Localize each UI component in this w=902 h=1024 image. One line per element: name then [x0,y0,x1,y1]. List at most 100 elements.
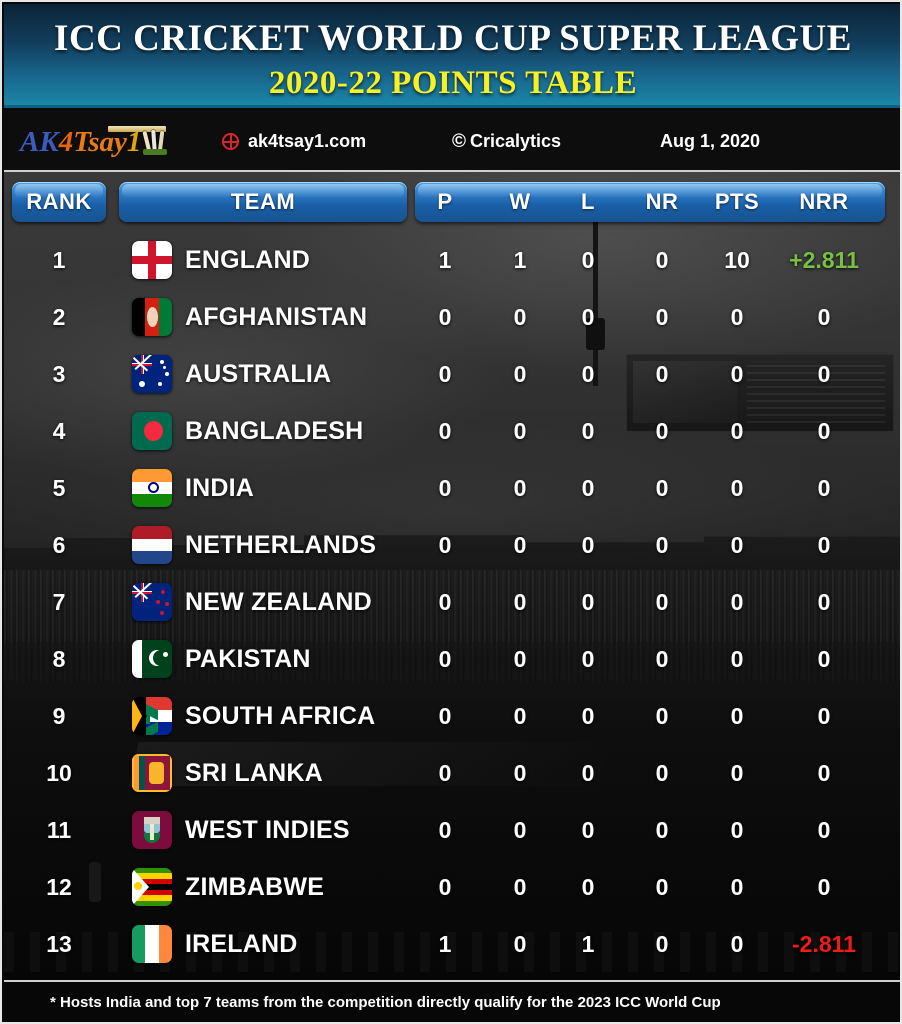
cell-l: 0 [581,247,595,273]
table-row[interactable]: 9 SOUTH AFRICA 0 0 0 0 0 0 [2,688,900,745]
column-header-l: L [581,189,595,214]
flag-southafrica-icon [132,697,172,735]
cell-w: 0 [513,361,527,387]
cell-pts: 0 [730,931,744,957]
cell-rank: 9 [52,703,66,729]
cell-p: 0 [438,874,452,900]
cell-w: 0 [513,703,527,729]
cell-p: 0 [438,646,452,672]
title-banner: ICC CRICKET WORLD CUP SUPER LEAGUE 2020-… [4,4,900,108]
table-row[interactable]: 11 WEST INDIES 0 0 0 0 0 0 [2,802,900,859]
cell-nr: 0 [655,760,669,786]
flag-australia-icon [132,355,172,393]
table-row[interactable]: 1 ENGLAND 1 1 0 0 10 +2.811 [2,232,900,289]
page-subtitle: 2020-22 POINTS TABLE [4,65,900,102]
cell-rank: 4 [52,418,66,444]
cell-p: 0 [438,361,452,387]
table-row[interactable]: 10 SRI LANKA 0 0 0 0 0 0 [2,745,900,802]
cell-p: 1 [438,931,452,957]
qualification-note: * Hosts India and top 7 teams from the c… [50,994,721,1011]
table-row[interactable]: 13 IRELAND 1 0 1 0 0 -2.811 [2,916,900,973]
cell-nr: 0 [655,931,669,957]
cell-nrr: 0 [817,418,831,444]
cell-w: 0 [513,475,527,501]
cell-nrr: 0 [817,817,831,843]
cell-w: 0 [513,646,527,672]
cell-l: 0 [581,589,595,615]
cell-p: 0 [438,418,452,444]
cell-pts: 0 [730,646,744,672]
cell-nrr: +2.811 [789,247,859,273]
table-row[interactable]: 12 ZIMBABWE 0 0 0 0 0 0 [2,859,900,916]
column-header-stats-group[interactable]: P W L NR PTS NRR [415,182,885,222]
flag-afghanistan-icon [132,298,172,336]
cell-rank: 13 [46,931,72,957]
cell-nrr: 0 [817,361,831,387]
flag-india-icon [132,469,172,507]
table-row[interactable]: 2 AFGHANISTAN 0 0 0 0 0 0 [2,289,900,346]
cell-team-name: IRELAND [185,930,298,958]
cell-l: 0 [581,532,595,558]
cell-l: 0 [581,874,595,900]
cell-rank: 2 [52,304,66,330]
logo-ak-text: AK [20,126,59,158]
cell-rank: 12 [46,874,72,900]
cell-p: 0 [438,589,452,615]
column-header-rank-label: RANK [26,189,92,214]
column-header-p: P [437,189,453,214]
date-label: Aug 1, 2020 [660,131,761,151]
cell-team-name: SOUTH AFRICA [185,702,376,730]
website-link[interactable]: ak4tsay1.com [222,110,366,172]
subtitle-rest: POINTS TABLE [382,65,638,101]
flag-pakistan-icon [132,640,172,678]
cell-team-name: PAKISTAN [185,645,311,673]
table-row[interactable]: 7 NEW ZEALAND 0 0 0 0 0 0 [2,574,900,631]
table-row[interactable]: 3 AUSTRALIA 0 0 0 0 0 0 [2,346,900,403]
subtitle-year: 2020-22 [268,65,383,101]
cell-w: 1 [513,247,527,273]
cell-nr: 0 [655,532,669,558]
cell-rank: 6 [52,532,66,558]
cell-l: 0 [581,418,595,444]
cell-rank: 3 [52,361,66,387]
table-row[interactable]: 6 NETHERLANDS 0 0 0 0 0 0 [2,517,900,574]
cell-w: 0 [513,760,527,786]
copyright-icon: © [452,131,466,152]
cell-nrr: -2.811 [792,931,856,957]
flag-ireland-icon [132,925,172,963]
cell-pts: 0 [730,760,744,786]
column-header-rank[interactable]: RANK [12,182,106,222]
footer-bar: * Hosts India and top 7 teams from the c… [4,980,900,1022]
table-row[interactable]: 4 BANGLADESH 0 0 0 0 0 0 [2,403,900,460]
column-header-nr: NR [645,189,679,214]
cell-nr: 0 [655,361,669,387]
cell-nr: 0 [655,589,669,615]
flag-bangladesh-icon [132,412,172,450]
cell-pts: 0 [730,418,744,444]
cell-nr: 0 [655,646,669,672]
cell-l: 0 [581,361,595,387]
cell-nrr: 0 [817,304,831,330]
column-header-team[interactable]: TEAM [119,182,407,222]
cell-nr: 0 [655,874,669,900]
copyright-label: © Cricalytics [452,110,561,172]
table-row[interactable]: 5 INDIA 0 0 0 0 0 0 [2,460,900,517]
cell-pts: 0 [730,475,744,501]
ak4tsay1-logo[interactable]: AK4Tsay1 [20,122,180,162]
cell-pts: 0 [730,874,744,900]
cell-p: 1 [438,247,452,273]
copyright-text: Cricalytics [470,131,562,151]
cell-team-name: AFGHANISTAN [185,303,368,331]
points-table-body: 1 ENGLAND 1 1 0 0 10 +2.811 2 AFGHANISTAN 0 0 0 0 0 0 3 A… [2,172,900,978]
column-header-pts: PTS [714,189,760,214]
cell-w: 0 [513,589,527,615]
cell-p: 0 [438,760,452,786]
cell-rank: 5 [52,475,66,501]
cell-p: 0 [438,703,452,729]
cell-l: 0 [581,646,595,672]
cell-pts: 0 [730,361,744,387]
column-header-team-label: TEAM [230,189,296,214]
cell-team-name: ENGLAND [185,246,311,274]
cell-nr: 0 [655,817,669,843]
table-row[interactable]: 8 PAKISTAN 0 0 0 0 0 0 [2,631,900,688]
